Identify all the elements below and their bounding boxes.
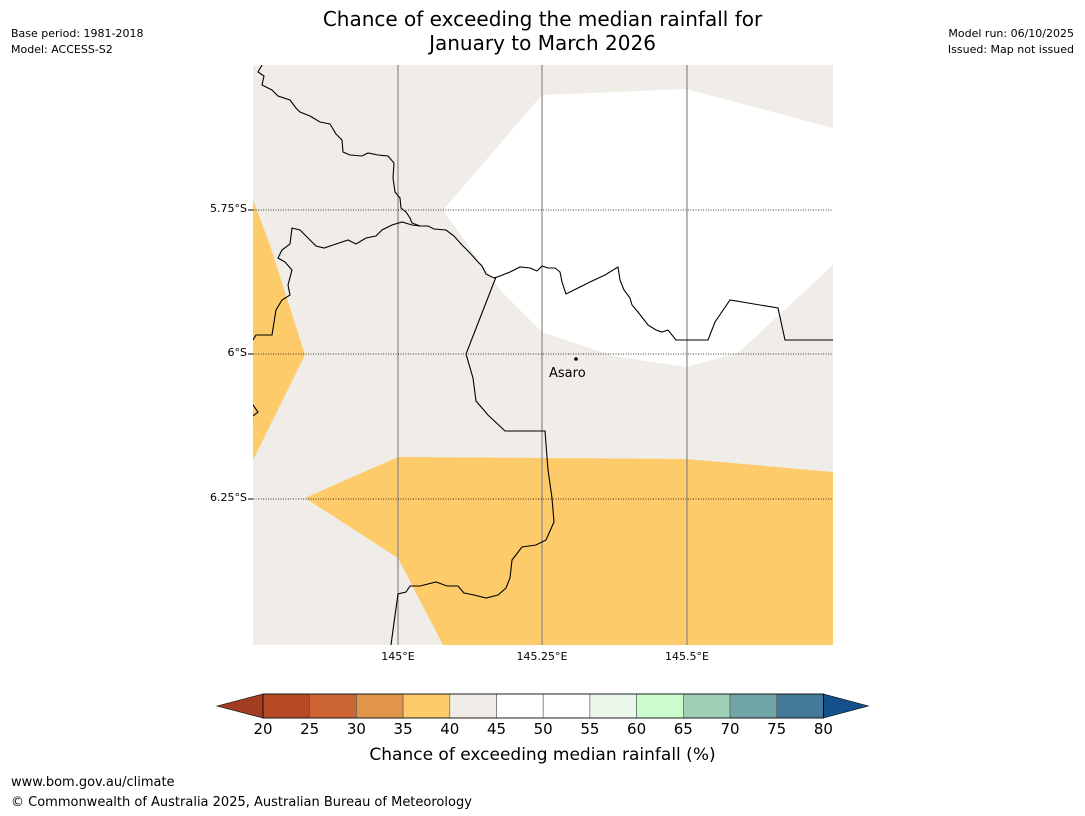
footer-url[interactable]: www.bom.gov.au/climate xyxy=(11,775,175,790)
colorbar-extend-low xyxy=(215,693,264,719)
colorbar-tick-label: 35 xyxy=(393,720,413,738)
colorbar-tick-label: 30 xyxy=(346,720,366,738)
colorbar-segment xyxy=(496,693,544,719)
meta-right: Model run: 06/10/2025 Issued: Map not is… xyxy=(948,26,1074,58)
colorbar-segment xyxy=(309,693,357,719)
colorbar-segment xyxy=(262,693,311,719)
colorbar-tick-label: 25 xyxy=(300,720,320,738)
province-border xyxy=(390,276,555,645)
colorbar-segment xyxy=(636,693,684,719)
colorbar-tick-label: 55 xyxy=(580,720,600,738)
model-run: Model run: 06/10/2025 xyxy=(948,27,1074,40)
lon-label-145e: 145°E xyxy=(381,650,415,663)
band-45-55-region xyxy=(443,89,833,367)
lon-label-145-25e: 145.25°E xyxy=(516,650,568,663)
colorbar-extend-high xyxy=(823,693,870,719)
place-name-asaro: Asaro xyxy=(549,366,586,381)
title-line-1: Chance of exceeding the median rainfall … xyxy=(322,7,763,31)
colorbar-tick-label: 60 xyxy=(627,720,647,738)
colorbar-segment xyxy=(682,693,731,719)
footer-copyright: © Commonwealth of Australia 2025, Austra… xyxy=(11,795,472,810)
map-title: Chance of exceeding the median rainfall … xyxy=(0,7,1085,55)
colorbar-tick-label: 80 xyxy=(813,720,833,738)
colorbar-tick-label: 50 xyxy=(533,720,553,738)
map-area xyxy=(253,65,833,645)
colorbar-segment xyxy=(356,693,404,719)
province-border xyxy=(257,65,833,341)
lon-label-145-5e: 145.5°E xyxy=(665,650,709,663)
colorbar xyxy=(215,693,870,719)
lat-label-6s: 6°S xyxy=(227,346,247,359)
band-35-40-region-south xyxy=(305,457,833,645)
colorbar-tick-label: 65 xyxy=(673,720,693,738)
colorbar-frame xyxy=(262,693,824,719)
base-period: Base period: 1981-2018 xyxy=(11,27,144,40)
colorbar-segment xyxy=(776,693,824,719)
band-35-40-region-west xyxy=(253,200,305,460)
colorbar-title: Chance of exceeding median rainfall (%) xyxy=(369,745,716,765)
colorbar-tick-label: 40 xyxy=(440,720,460,738)
meta-left: Base period: 1981-2018 Model: ACCESS-S2 xyxy=(11,26,143,58)
province-border xyxy=(253,404,259,417)
colorbar-segment xyxy=(542,693,591,719)
colorbar-tick-label: 20 xyxy=(253,720,273,738)
colorbar-segment xyxy=(729,693,778,719)
lat-label-5-75s: 5.75°S xyxy=(210,202,247,215)
colorbar-tick-label: 45 xyxy=(486,720,507,738)
colorbar-segment xyxy=(449,693,497,719)
colorbar-tick-label: 70 xyxy=(720,720,740,738)
issued-status: Issued: Map not issued xyxy=(947,43,1074,56)
province-border xyxy=(253,221,421,341)
colorbar-segment xyxy=(402,693,451,719)
colorbar-tick-label: 75 xyxy=(767,720,787,738)
colorbar-segment xyxy=(589,693,637,719)
asaro-marker xyxy=(574,357,578,361)
model-name: Model: ACCESS-S2 xyxy=(11,43,113,56)
lat-label-6-25s: 6.25°S xyxy=(210,491,247,504)
title-line-2: January to March 2026 xyxy=(429,31,656,55)
